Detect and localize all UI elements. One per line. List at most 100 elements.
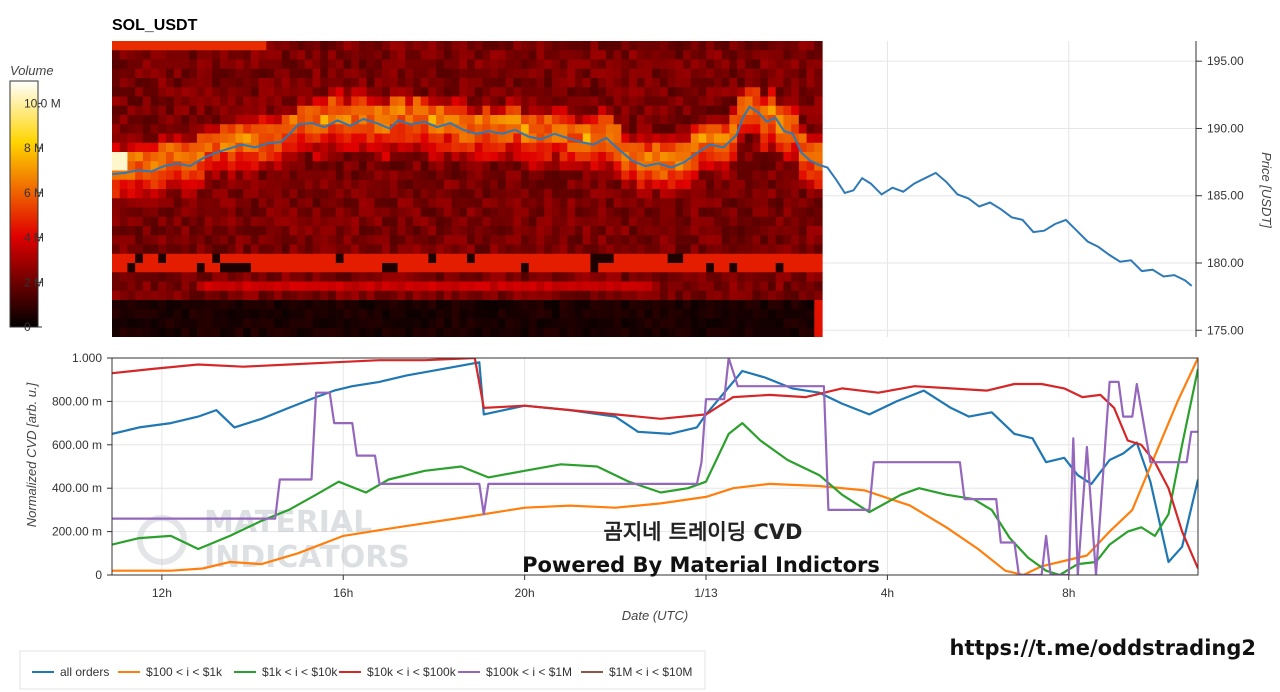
heatmap-cell: [798, 142, 808, 153]
heatmap-cell: [798, 124, 808, 135]
heatmap-cell: [659, 96, 669, 107]
heatmap-cell: [698, 115, 707, 125]
heatmap-cell: [536, 59, 545, 70]
heatmap-cell: [598, 115, 607, 125]
heatmap-cell: [482, 142, 491, 153]
heatmap-cell: [752, 309, 761, 320]
heatmap-cell: [389, 133, 399, 144]
heatmap-cell: [636, 68, 646, 79]
heatmap-cell: [158, 216, 167, 227]
heatmap-cell: [752, 50, 761, 61]
heatmap-cell: [768, 281, 777, 292]
heatmap-cell: [266, 161, 275, 172]
heatmap-cell: [150, 170, 159, 181]
heatmap-cell: [737, 161, 746, 172]
heatmap-cell: [328, 87, 337, 98]
heatmap-cell: [737, 133, 746, 144]
heatmap-cell: [768, 216, 777, 227]
heatmap-cell: [142, 272, 152, 283]
heatmap-cell: [706, 124, 715, 135]
heatmap-cell: [405, 244, 414, 255]
heatmap-cell: [513, 198, 522, 209]
heatmap-cell: [482, 216, 491, 227]
heatmap-cell: [806, 272, 815, 283]
heatmap-cell: [497, 235, 507, 246]
heatmap-cell: [482, 272, 491, 283]
heatmap-cell: [212, 198, 221, 209]
heatmap-cell: [235, 327, 244, 337]
heatmap-cell: [497, 253, 507, 264]
colorbar-tick-label: 8 M: [24, 141, 44, 155]
heatmap-cell: [189, 115, 198, 125]
heatmap-cell: [389, 68, 399, 79]
heatmap-cell: [443, 68, 453, 79]
heatmap-cell: [428, 105, 437, 116]
heatmap-cell: [536, 189, 545, 199]
heatmap-cell: [768, 124, 777, 135]
heatmap-cell: [567, 41, 576, 51]
heatmap-cell: [752, 124, 761, 135]
heatmap-cell: [428, 170, 437, 181]
heatmap-cell: [528, 96, 538, 107]
heatmap-cell: [297, 59, 306, 70]
heatmap-cell: [567, 318, 576, 329]
heatmap-cell: [266, 235, 275, 246]
heatmap-cell: [590, 161, 599, 172]
heatmap-cell: [791, 115, 800, 125]
heatmap-cell: [659, 263, 669, 273]
heatmap-cell: [243, 41, 252, 51]
heatmap-cell: [204, 281, 213, 292]
heatmap-cell: [559, 263, 568, 273]
heatmap-cell: [636, 300, 646, 310]
heatmap-cell: [459, 96, 468, 107]
heatmap-cell: [528, 179, 538, 190]
heatmap-cell: [467, 207, 476, 218]
heatmap-cell: [513, 105, 522, 116]
heatmap-cell: [505, 253, 514, 264]
heatmap-cell: [559, 152, 568, 162]
heatmap-cell: [729, 235, 738, 246]
heatmap-cell: [521, 281, 530, 292]
heatmap-cell: [706, 50, 715, 61]
heatmap-cell: [320, 309, 329, 320]
heatmap-cell: [629, 235, 638, 246]
heatmap-cell: [166, 105, 175, 116]
heatmap-cell: [528, 327, 538, 337]
heatmap-cell: [358, 142, 368, 153]
heatmap-cell: [598, 300, 607, 310]
heatmap-cell: [644, 152, 653, 162]
heatmap-cell: [312, 216, 321, 227]
heatmap-cell: [320, 226, 329, 236]
heatmap-cell: [521, 272, 530, 283]
heatmap-cell: [142, 309, 152, 320]
heatmap-cell: [474, 41, 484, 51]
heatmap-cell: [582, 105, 592, 116]
heatmap-cell: [683, 87, 692, 98]
heatmap-cell: [243, 281, 252, 292]
heatmap-cell: [567, 124, 576, 135]
heatmap-cell: [181, 235, 190, 246]
heatmap-cell: [536, 216, 545, 227]
heatmap-cell: [250, 96, 260, 107]
footer-url[interactable]: https://t.me/oddstrading2: [950, 636, 1257, 660]
heatmap-cell: [713, 78, 723, 88]
heatmap-cell: [289, 41, 298, 51]
heatmap-cell: [335, 78, 345, 88]
heatmap-cell: [127, 327, 136, 337]
heatmap-cell: [644, 133, 653, 144]
heatmap-cell: [212, 50, 221, 61]
heatmap-cell: [783, 170, 792, 181]
heatmap-cell: [459, 300, 468, 310]
heatmap-cell: [490, 50, 499, 61]
heatmap-cell: [605, 133, 615, 144]
heatmap-cell: [320, 179, 329, 190]
heatmap-cell: [289, 235, 298, 246]
heatmap-cell: [274, 216, 283, 227]
heatmap-cell: [220, 152, 229, 162]
heatmap-cell: [675, 309, 684, 320]
heatmap-cell: [412, 41, 422, 51]
legend-box: [19, 650, 706, 690]
heatmap-cell: [459, 41, 468, 51]
heatmap-cell: [551, 87, 561, 98]
heatmap-cell: [135, 105, 144, 116]
